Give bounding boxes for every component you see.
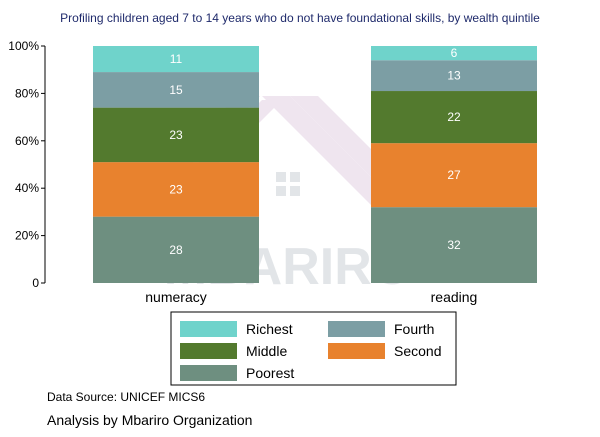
bar-segment-fourth-reading [371,60,537,92]
x-tick-label: reading [431,289,478,305]
y-tick-label: 40% [15,181,39,195]
bar-segment-middle-numeracy [93,107,259,163]
legend-label-richest: Richest [246,321,293,337]
legend-label-fourth: Fourth [394,321,434,337]
bar-segment-fourth-numeracy [93,72,259,108]
bar-segment-richest-numeracy [93,46,259,73]
legend-swatch-middle [180,343,237,359]
legend-swatch-poorest [180,365,237,381]
y-axis: 0 20% 40% 60% 80% 100% [8,39,46,290]
legend-label-poorest: Poorest [246,365,294,381]
x-axis: numeracy reading [145,289,477,305]
y-tick-label: 0 [32,276,39,290]
bars-layer: 28 23 23 15 11 32 27 22 13 6 [93,46,537,283]
legend-swatch-fourth [328,321,385,337]
data-label: 28 [169,243,183,257]
x-tick-label: numeracy [145,289,206,305]
legend-label-middle: Middle [246,343,287,359]
data-label: 13 [447,69,461,83]
data-label: 11 [170,52,183,66]
legend-swatch-richest [180,321,237,337]
y-tick-label: 80% [15,86,39,100]
data-label: 23 [169,128,183,142]
data-label: 27 [447,168,461,182]
data-label: 22 [447,110,461,124]
data-label: 6 [451,46,458,60]
bar-segment-second-numeracy [93,162,259,217]
bar-segment-second-reading [371,143,537,208]
y-tick-label: 60% [15,134,39,148]
data-label: 15 [169,83,183,97]
legend: Richest Fourth Middle Second Poorest [180,321,441,381]
bar-segment-richest-reading [371,46,537,61]
legend-swatch-second [328,343,385,359]
analysis-credit: Analysis by Mbariro Organization [47,412,253,428]
bar-segment-middle-reading [371,91,537,144]
y-tick-label: 100% [8,39,39,53]
chart-title: Profiling children aged 7 to 14 years wh… [60,11,540,25]
y-tick-label: 20% [15,229,39,243]
data-source: Data Source: UNICEF MICS6 [47,390,206,404]
data-label: 23 [169,182,183,196]
legend-label-second: Second [394,343,441,359]
data-label: 32 [447,238,461,252]
bar-segment-poorest-numeracy [93,216,259,283]
bar-segment-poorest-reading [371,207,537,283]
